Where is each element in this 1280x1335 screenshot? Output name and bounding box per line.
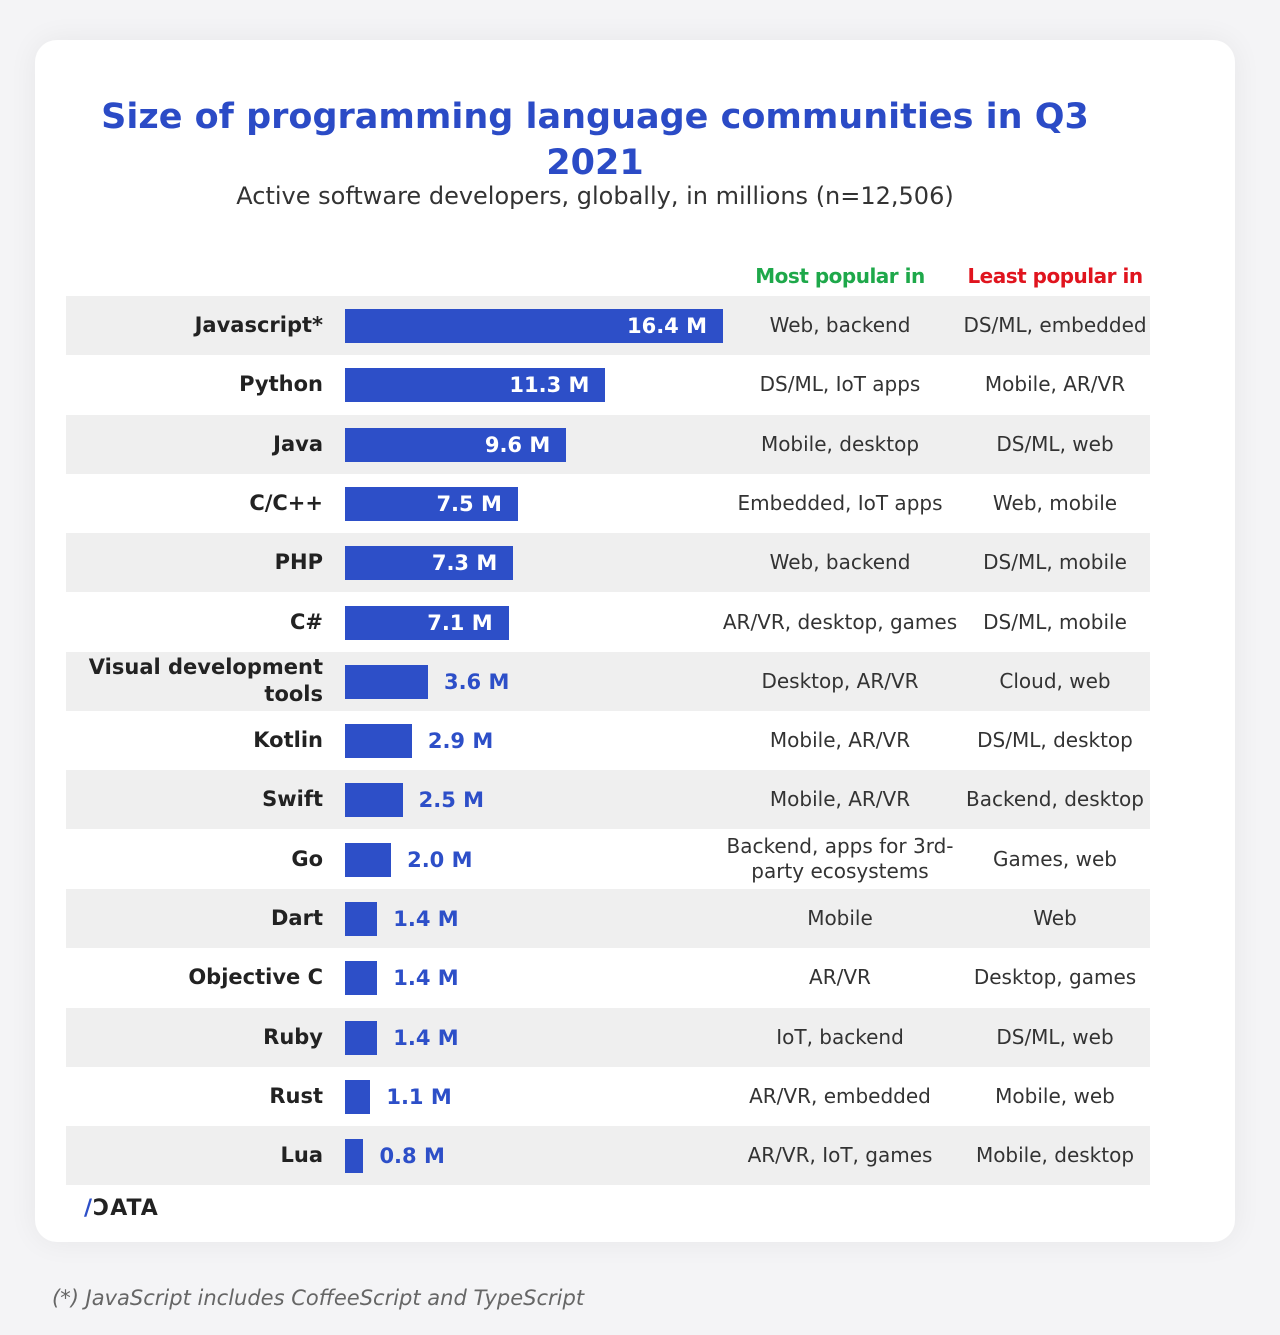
logo: /ƆATA <box>84 1196 159 1221</box>
table-row: Rust 1.1 M AR/VR, embedded Mobile, web <box>66 1067 1150 1126</box>
bar <box>345 486 518 521</box>
bar <box>345 368 606 403</box>
category-label: Lua <box>280 1143 323 1168</box>
category-label: Java <box>273 431 323 456</box>
table-row: Dart 1.4 M Mobile Web <box>66 889 1150 948</box>
least-popular-header: Least popular in <box>967 264 1143 288</box>
table-row: Kotlin 2.9 M Mobile, AR/VR DS/ML, deskto… <box>66 711 1150 770</box>
chart-subtitle: Active software developers, globally, in… <box>236 182 954 210</box>
bar <box>345 902 378 936</box>
least-popular-cell: DS/ML, embedded <box>963 313 1147 337</box>
bar <box>345 961 378 996</box>
category-label: Swift <box>262 787 323 812</box>
category-label: Ruby <box>263 1024 323 1049</box>
bar <box>345 1079 371 1114</box>
value-label: 1.4 M <box>393 1025 459 1050</box>
value-label: 11.3 M <box>509 373 590 398</box>
value-label: 3.6 M <box>443 669 510 694</box>
most-popular-cell: DS/ML, IoT apps <box>759 372 921 397</box>
least-popular-cell: Mobile, desktop <box>975 1143 1135 1168</box>
table-row: Visual development tools 3.6 M Desktop, … <box>66 651 1150 711</box>
category-label: C/C++ <box>249 490 323 515</box>
category-label: Kotlin <box>253 728 323 753</box>
least-popular-cell: DS/ML, mobile <box>983 550 1127 575</box>
category-label: Dart <box>271 906 323 930</box>
table-row: C/C++ 7.5 M Embedded, IoT apps Web, mobi… <box>66 474 1150 533</box>
value-label: 7.3 M <box>431 551 498 576</box>
table-row: C# 7.1 M AR/VR, desktop, games DS/ML, mo… <box>66 593 1150 652</box>
bar <box>345 664 428 699</box>
most-popular-cell: Embedded, IoT apps <box>737 490 943 515</box>
category-label: Visual development tools <box>88 655 323 707</box>
least-popular-cell: DS/ML, web <box>996 1024 1114 1049</box>
most-popular-cell: Backend, apps for 3rd-party ecosystems <box>726 834 954 884</box>
category-label: Objective C <box>188 965 323 990</box>
most-popular-header: Most popular in <box>755 264 925 288</box>
value-label: 2.0 M <box>407 847 473 872</box>
table-row: Objective C 1.4 M AR/VR Desktop, games <box>66 948 1150 1007</box>
table-row: Python 11.3 M DS/ML, IoT apps Mobile, AR… <box>66 355 1150 414</box>
value-label: 16.4 M <box>626 314 707 338</box>
table-row: PHP 7.3 M Web, backend DS/ML, mobile <box>66 533 1150 593</box>
value-label: 1.4 M <box>393 907 459 931</box>
least-popular-cell: Backend, desktop <box>965 787 1144 812</box>
most-popular-cell: Mobile, desktop <box>760 431 920 456</box>
most-popular-cell: Desktop, AR/VR <box>761 668 919 693</box>
value-label: 7.5 M <box>436 491 502 516</box>
bar <box>345 605 509 640</box>
table-row: Lua 0.8 M AR/VR, IoT, games Mobile, desk… <box>66 1126 1150 1186</box>
bar <box>345 1139 364 1174</box>
least-popular-cell: Mobile, web <box>995 1083 1115 1108</box>
most-popular-cell: Web, backend <box>769 313 911 337</box>
bar <box>345 546 514 581</box>
bar <box>345 1020 378 1055</box>
bar <box>345 842 392 877</box>
most-popular-cell: AR/VR <box>809 965 871 990</box>
most-popular-cell: AR/VR, embedded <box>749 1083 931 1108</box>
value-label: 2.5 M <box>418 788 485 813</box>
most-popular-cell: AR/VR, desktop, games <box>722 609 958 634</box>
category-label: Go <box>291 846 323 871</box>
value-label: 7.1 M <box>427 610 493 635</box>
least-popular-cell: Cloud, web <box>999 668 1111 693</box>
category-label: Javascript* <box>194 313 323 337</box>
least-popular-cell: Mobile, AR/VR <box>984 372 1126 397</box>
footnote: (*) JavaScript includes CoffeeScript and… <box>52 1286 585 1310</box>
value-label: 9.6 M <box>484 432 551 457</box>
least-popular-cell: DS/ML, web <box>996 431 1114 456</box>
least-popular-cell: DS/ML, desktop <box>977 728 1133 753</box>
category-label: Rust <box>269 1083 323 1108</box>
category-label: Python <box>239 372 323 397</box>
most-popular-cell: IoT, backend <box>776 1024 904 1049</box>
table-row: Go 2.0 M Backend, apps for 3rd-party eco… <box>66 830 1150 889</box>
most-popular-cell: Web, backend <box>769 550 911 575</box>
table-row: Ruby 1.4 M IoT, backend DS/ML, web <box>66 1007 1150 1067</box>
bar <box>345 783 403 818</box>
value-label: 0.8 M <box>379 1144 445 1169</box>
least-popular-cell: Games, web <box>992 846 1118 871</box>
bar <box>345 309 723 343</box>
value-label: 2.9 M <box>427 729 494 754</box>
most-popular-cell: AR/VR, IoT, games <box>747 1143 933 1168</box>
category-label: PHP <box>274 550 323 575</box>
least-popular-cell: Web <box>1033 906 1077 930</box>
category-label: C# <box>289 609 323 634</box>
most-popular-cell: Mobile, AR/VR <box>769 787 911 812</box>
least-popular-cell: Web, mobile <box>992 490 1118 515</box>
least-popular-cell: Desktop, games <box>973 965 1137 990</box>
least-popular-cell: DS/ML, mobile <box>983 609 1127 634</box>
value-label: 1.4 M <box>393 966 459 991</box>
most-popular-cell: Mobile <box>807 906 873 930</box>
value-label: 1.1 M <box>386 1084 452 1109</box>
table-row: Javascript* 16.4 M Web, backend DS/ML, e… <box>66 296 1150 355</box>
bar <box>345 724 412 759</box>
bar <box>345 427 567 462</box>
chart-title: Size of programming language communities… <box>101 97 1089 183</box>
table-row: Java 9.6 M Mobile, desktop DS/ML, web <box>66 414 1150 474</box>
most-popular-cell: Mobile, AR/VR <box>769 728 911 753</box>
table-row: Swift 2.5 M Mobile, AR/VR Backend, deskt… <box>66 770 1150 830</box>
